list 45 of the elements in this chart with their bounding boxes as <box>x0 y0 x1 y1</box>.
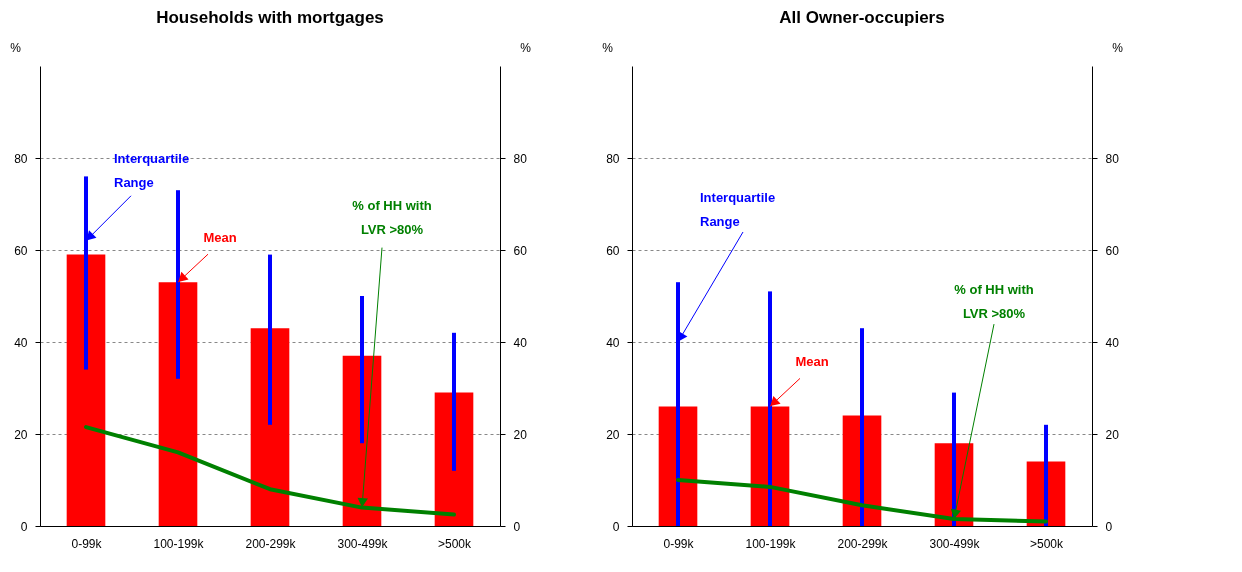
y2-tick-label: 0 <box>1105 519 1113 534</box>
y-tick-label: 60 <box>606 243 620 258</box>
y2-axis-title: % <box>1112 40 1124 55</box>
y-tick-label: 80 <box>606 151 620 166</box>
x-tick-label: 0-99k <box>71 536 103 551</box>
y2-tick-label: 60 <box>513 243 528 258</box>
annotation: Mean <box>795 354 829 370</box>
annotation: Mean <box>203 230 237 246</box>
y2-tick-label: 40 <box>513 335 528 350</box>
y2-tick-label: 60 <box>1105 243 1120 258</box>
annotation: % of HH with LVR >80% <box>954 282 1034 322</box>
y-tick-label: 60 <box>14 243 28 258</box>
x-tick-label: 200-299k <box>245 536 297 551</box>
x-tick-label: 100-199k <box>745 536 797 551</box>
y2-tick-label: 20 <box>1105 427 1120 442</box>
y2-tick-label: 80 <box>1105 151 1120 166</box>
y2-tick-label: 20 <box>513 427 528 442</box>
chart-title: Households with mortgages <box>156 8 384 27</box>
y-tick-label: 0 <box>612 519 620 534</box>
annotation: Interquartile Range <box>700 190 776 229</box>
bar <box>250 328 290 526</box>
y-tick-label: 40 <box>606 335 620 350</box>
y-tick-label: 20 <box>606 427 620 442</box>
annotation: Interquartile Range <box>114 150 190 190</box>
bar <box>66 254 106 526</box>
y2-tick-label: 80 <box>513 151 528 166</box>
bar <box>434 392 474 526</box>
x-tick-label: >500k <box>437 536 473 551</box>
y-tick-label: 80 <box>14 151 28 166</box>
y-tick-label: 40 <box>14 335 28 350</box>
x-tick-label: 200-299k <box>837 536 889 551</box>
x-tick-label: 0-99k <box>663 536 695 551</box>
y2-tick-label: 40 <box>1105 335 1120 350</box>
y2-axis-title: % <box>520 40 532 55</box>
x-tick-label: 300-499k <box>929 536 981 551</box>
y-axis-title: % <box>10 40 22 55</box>
y-tick-label: 20 <box>14 427 28 442</box>
annotation: % of HH with LVR >80% <box>352 197 432 237</box>
y-axis-title: % <box>602 40 614 55</box>
x-tick-label: 300-499k <box>337 536 389 551</box>
x-tick-label: 100-199k <box>153 536 205 551</box>
chart-title: All Owner-occupiers <box>779 8 945 27</box>
x-tick-label: >500k <box>1029 536 1065 551</box>
y-tick-label: 0 <box>20 519 28 534</box>
y2-tick-label: 0 <box>513 519 521 534</box>
